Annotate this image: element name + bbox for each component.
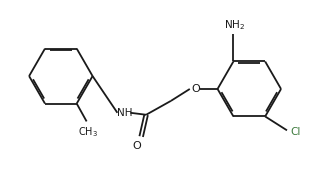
Text: NH: NH [117, 108, 132, 118]
Text: O: O [133, 141, 141, 150]
Text: Cl: Cl [290, 127, 300, 137]
Text: O: O [191, 84, 200, 94]
Text: CH$_3$: CH$_3$ [78, 125, 97, 139]
Text: NH$_2$: NH$_2$ [224, 18, 245, 32]
